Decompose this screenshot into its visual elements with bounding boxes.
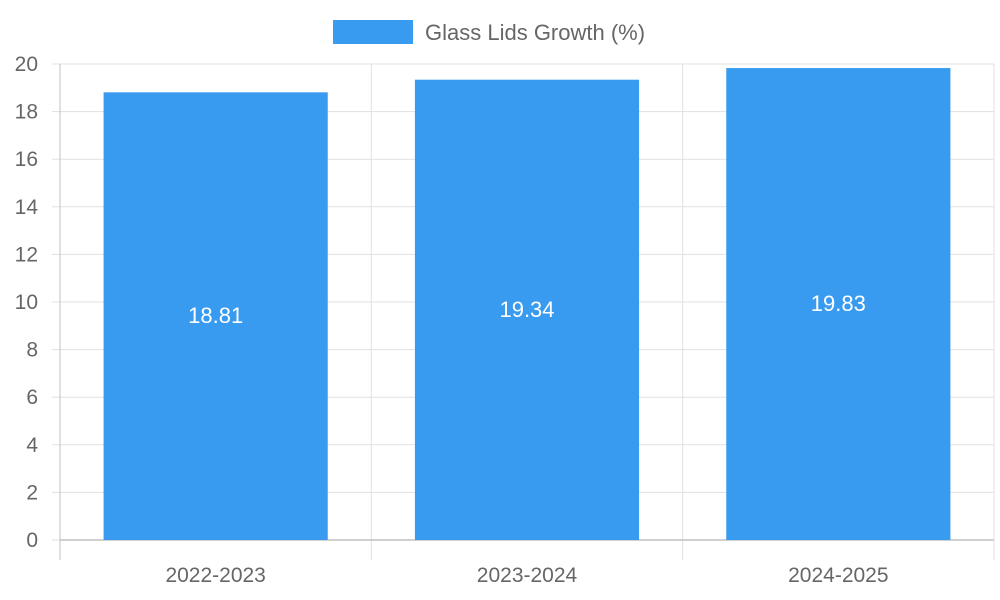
legend-label: Glass Lids Growth (%) <box>425 20 645 45</box>
y-tick-label: 18 <box>15 101 38 124</box>
y-tick-label: 8 <box>26 339 38 362</box>
y-tick-label: 14 <box>15 196 39 219</box>
data-labels: 18.81 19.34 19.83 <box>188 291 866 328</box>
bar-value-label: 19.34 <box>499 297 554 322</box>
y-tick-label: 2 <box>26 481 38 504</box>
y-tick-label: 12 <box>15 243 38 266</box>
y-tick-label: 4 <box>26 434 38 457</box>
bar-value-label: 19.83 <box>811 291 866 316</box>
bar-value-label: 18.81 <box>188 303 243 328</box>
bar[interactable] <box>103 92 328 541</box>
y-tick-label: 16 <box>15 148 38 171</box>
y-tick-label: 0 <box>26 529 38 552</box>
x-tick-label: 2023-2024 <box>477 564 578 587</box>
x-tick-label: 2022-2023 <box>165 564 265 587</box>
y-tick-label: 10 <box>15 291 38 314</box>
bar[interactable] <box>726 68 951 541</box>
x-tick-label: 2024-2025 <box>788 564 888 587</box>
bar[interactable] <box>414 79 640 540</box>
y-tick-label: 6 <box>26 386 38 409</box>
tick-labels: 0 2 4 6 8 10 12 14 16 18 20 2022-2023 2023-2024 2024-… <box>15 53 889 587</box>
legend[interactable]: Glass Lids Growth (%) <box>333 20 645 45</box>
y-tick-label: 20 <box>15 53 38 76</box>
legend-swatch <box>333 20 413 44</box>
bars <box>103 68 951 541</box>
